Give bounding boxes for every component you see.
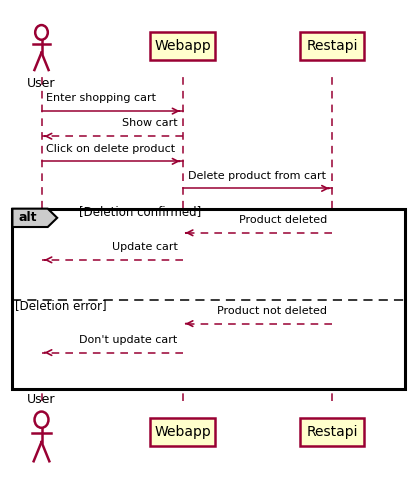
Bar <box>151 32 215 60</box>
Text: Product not deleted: Product not deleted <box>217 306 327 316</box>
Bar <box>300 418 364 446</box>
Text: User: User <box>27 77 56 90</box>
Text: Click on delete product: Click on delete product <box>46 143 176 154</box>
Bar <box>12 209 405 389</box>
Text: Restapi: Restapi <box>306 39 358 53</box>
Bar <box>151 418 215 446</box>
Text: Webapp: Webapp <box>154 39 211 53</box>
Bar <box>300 32 364 60</box>
Text: Restapi: Restapi <box>306 426 358 439</box>
Text: Enter shopping cart: Enter shopping cart <box>46 93 156 103</box>
Text: Show cart: Show cart <box>122 118 178 128</box>
Text: Product deleted: Product deleted <box>239 215 327 225</box>
Text: User: User <box>27 393 56 406</box>
Text: Don't update cart: Don't update cart <box>79 335 178 345</box>
Text: Update cart: Update cart <box>112 242 178 252</box>
Text: [Deletion error]: [Deletion error] <box>15 299 106 312</box>
Text: Delete product from cart: Delete product from cart <box>188 170 326 181</box>
Polygon shape <box>12 209 57 227</box>
Text: Webapp: Webapp <box>154 426 211 439</box>
Text: [Deletion confirmed]: [Deletion confirmed] <box>79 205 201 217</box>
Text: alt: alt <box>19 212 37 224</box>
